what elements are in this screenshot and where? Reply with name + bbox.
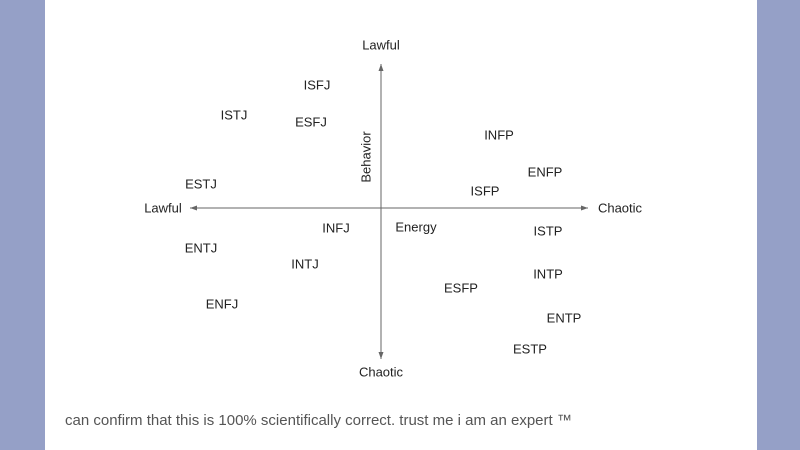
type-label: ENTP [547,310,582,325]
type-label: ESTJ [185,176,217,191]
axis-label: Lawful [144,200,182,215]
axis-label: Lawful [362,37,400,52]
type-label: INFP [484,127,514,142]
alignment-chart: Lawful Chaotic Lawful Chaotic Behavior E… [144,37,643,379]
type-label: ISFP [471,183,500,198]
caption: can confirm that this is 100% scientific… [65,412,572,429]
type-label: ESTP [513,341,547,356]
type-label: INTJ [291,256,318,271]
type-label: ISTP [534,223,563,238]
type-label: ESFJ [295,114,327,129]
type-label: ISFJ [304,77,331,92]
type-label: ENFP [528,164,563,179]
axis-title: Energy [395,219,437,234]
axis-label: Chaotic [359,364,404,379]
post-card: Lawful Chaotic Lawful Chaotic Behavior E… [45,0,757,450]
axis-label: Chaotic [598,200,643,215]
type-label: INFJ [322,220,349,235]
type-label: ISTJ [221,107,248,122]
type-label: ENFJ [206,296,239,311]
type-label: ESFP [444,280,478,295]
type-label: ENTJ [185,240,218,255]
type-label: INTP [533,266,563,281]
axis-title: Behavior [358,131,373,183]
